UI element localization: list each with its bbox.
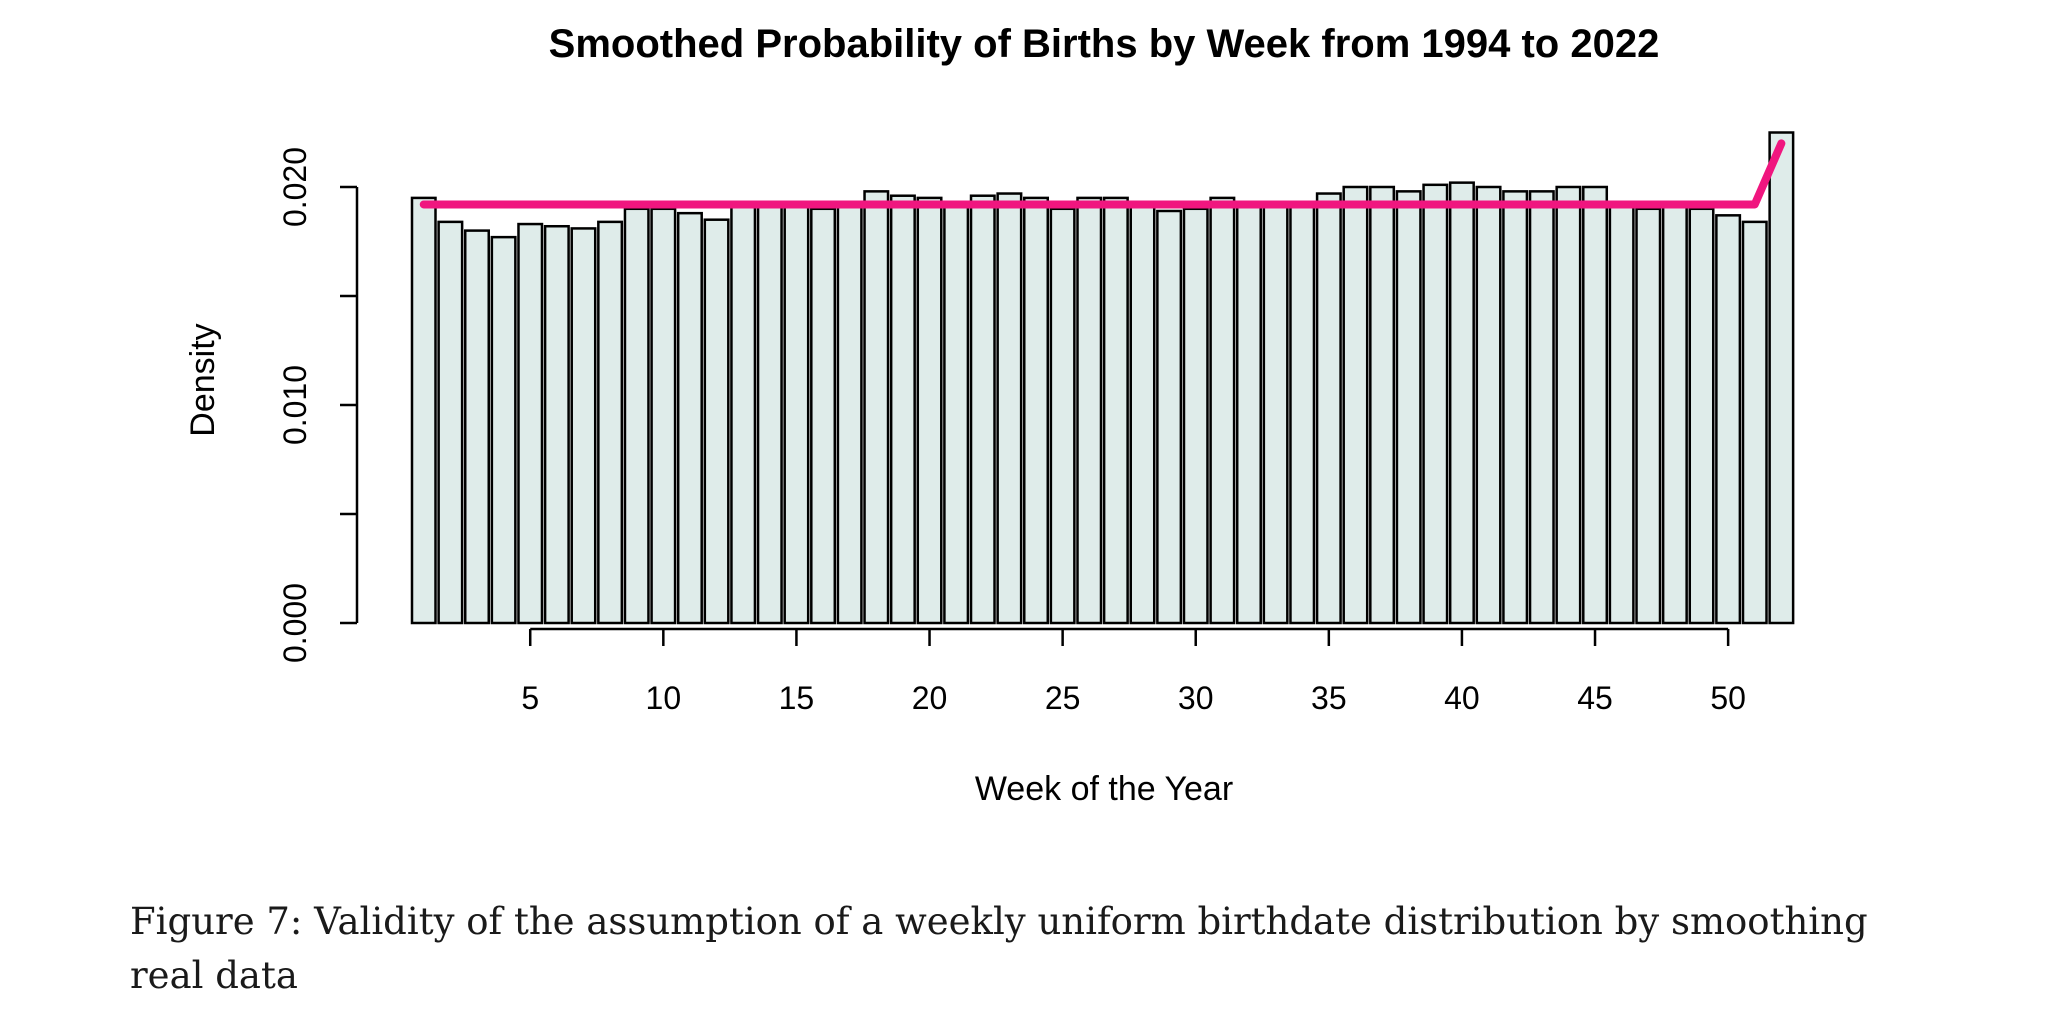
bar-week-3 bbox=[463, 229, 490, 625]
bar-week-16 bbox=[810, 207, 837, 625]
bar-week-34 bbox=[1289, 203, 1316, 625]
bar-series bbox=[410, 131, 1795, 625]
bar-week-42 bbox=[1502, 190, 1529, 625]
bar-week-24 bbox=[1023, 196, 1050, 625]
x-tick-label: 30 bbox=[1178, 680, 1214, 716]
bar-week-44 bbox=[1555, 185, 1582, 625]
bar-week-35 bbox=[1315, 192, 1342, 625]
y-axis-label: Density bbox=[184, 323, 222, 436]
bar-week-46 bbox=[1608, 203, 1635, 625]
x-tick-label: 45 bbox=[1577, 680, 1613, 716]
bar-week-41 bbox=[1475, 185, 1502, 625]
x-tick-label: 25 bbox=[1045, 680, 1081, 716]
bar-week-37 bbox=[1369, 185, 1396, 625]
x-axis: 5 10 15 20 25 30 35 40 45 50 bbox=[521, 627, 1746, 716]
x-tick-label: 5 bbox=[521, 680, 539, 716]
bar-week-6 bbox=[543, 224, 570, 625]
bar-week-43 bbox=[1528, 190, 1555, 625]
bar-week-14 bbox=[756, 203, 783, 625]
bar-week-47 bbox=[1635, 207, 1662, 625]
bar-week-33 bbox=[1262, 203, 1289, 625]
figure-caption: Figure 7: Validity of the assumption of … bbox=[130, 900, 1868, 997]
y-tick-label: 0.020 bbox=[277, 147, 313, 227]
x-tick-label: 20 bbox=[912, 680, 948, 716]
bar-week-10 bbox=[650, 207, 677, 625]
bar-week-40 bbox=[1448, 181, 1475, 625]
y-tick-label: 0.010 bbox=[277, 365, 313, 445]
bar-week-7 bbox=[570, 227, 597, 625]
bar-week-2 bbox=[437, 220, 464, 625]
bar-week-39 bbox=[1422, 183, 1449, 625]
bar-week-30 bbox=[1182, 207, 1209, 625]
y-tick-label: 0.000 bbox=[277, 583, 313, 663]
bar-week-26 bbox=[1076, 196, 1103, 625]
smoothed-line-path bbox=[419, 139, 1786, 209]
bar-week-25 bbox=[1049, 207, 1076, 625]
bar-week-38 bbox=[1395, 190, 1422, 625]
bar-week-20 bbox=[916, 196, 943, 625]
bar-week-28 bbox=[1129, 203, 1156, 625]
bar-week-19 bbox=[889, 194, 916, 625]
bar-week-13 bbox=[730, 203, 757, 625]
bar-week-12 bbox=[703, 218, 730, 625]
bar-week-22 bbox=[969, 194, 996, 625]
x-tick-label: 15 bbox=[779, 680, 815, 716]
bar-week-23 bbox=[996, 192, 1023, 625]
bar-week-17 bbox=[836, 203, 863, 625]
bar-week-4 bbox=[490, 235, 517, 625]
bar-week-27 bbox=[1102, 196, 1129, 625]
x-axis-label: Week of the Year bbox=[975, 770, 1233, 808]
bar-week-52 bbox=[1768, 131, 1795, 625]
bar-week-21 bbox=[943, 203, 970, 625]
chart-title: Smoothed Probability of Births by Week f… bbox=[549, 22, 1660, 66]
smoothed-line bbox=[419, 139, 1786, 209]
bar-week-31 bbox=[1209, 196, 1236, 625]
x-tick-label: 50 bbox=[1710, 680, 1746, 716]
bar-week-11 bbox=[676, 211, 703, 625]
x-tick-label: 40 bbox=[1444, 680, 1480, 716]
x-tick-label: 10 bbox=[646, 680, 682, 716]
bar-week-15 bbox=[783, 203, 810, 625]
bar-week-29 bbox=[1156, 209, 1183, 625]
x-tick-label: 35 bbox=[1311, 680, 1347, 716]
bar-week-32 bbox=[1235, 203, 1262, 625]
bar-week-9 bbox=[623, 207, 650, 625]
bar-week-1 bbox=[410, 196, 437, 625]
bar-week-49 bbox=[1688, 207, 1715, 625]
bar-week-18 bbox=[863, 190, 890, 625]
bar-week-36 bbox=[1342, 185, 1369, 625]
y-axis: 0.000 0.010 0.020 bbox=[277, 147, 359, 663]
bar-week-45 bbox=[1582, 185, 1609, 625]
bar-week-8 bbox=[597, 220, 624, 625]
bar-week-48 bbox=[1661, 203, 1688, 625]
bar-week-5 bbox=[517, 222, 544, 625]
bar-week-50 bbox=[1715, 214, 1742, 625]
bar-week-51 bbox=[1741, 220, 1768, 625]
